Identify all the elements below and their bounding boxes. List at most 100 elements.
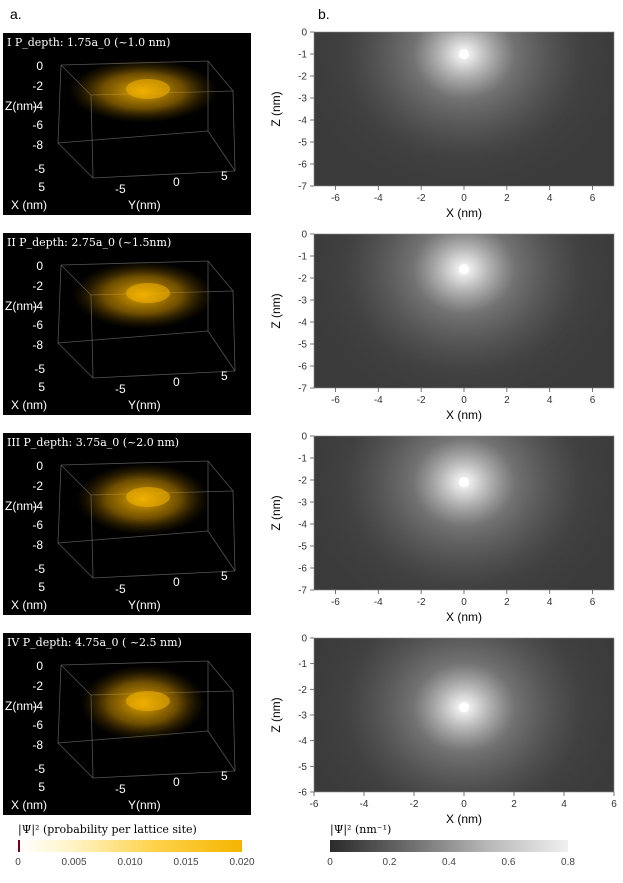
x-tick-label: -5 xyxy=(34,762,45,776)
y-tick-label: -6 xyxy=(298,362,307,373)
panel-3d-title: IV P_depth: 4.75a_0 ( ~2.5 nm) xyxy=(7,636,182,649)
panel-3d-1: 0 -2 -4 -6 -8 Z(nm) -5 5 X (nm) -5 0 5 Y(nm) I P_dept… xyxy=(3,33,251,215)
z-tick-label: -2 xyxy=(32,279,43,293)
box-edge xyxy=(207,330,236,372)
box-edge xyxy=(57,464,62,544)
x-tick-label: -2 xyxy=(417,395,426,406)
x-axis-label: X (nm) xyxy=(446,812,482,826)
y-tick-label: -3 xyxy=(298,94,307,105)
y-tick-label: -5 xyxy=(298,138,307,149)
x-tick-label: 5 xyxy=(38,580,45,594)
z-tick-label: -2 xyxy=(32,679,43,693)
panel-3d-4: 0 -2 -4 -6 -8 Z(nm) -5 5 X (nm) -5 0 5 Y(nm) IV P_dep… xyxy=(3,633,251,815)
density-core xyxy=(126,487,170,507)
z-axis-label: Z(nm) xyxy=(5,499,37,513)
colorbar-tick-label: 0.005 xyxy=(61,857,87,868)
x-tick-label: 2 xyxy=(504,395,510,406)
box-3d-plot: 0 -2 -4 -6 -8 Z(nm) -5 5 X (nm) -5 0 5 Y(nm) xyxy=(5,659,236,812)
colorbar-a-ticks: 0 0.005 0.010 0.015 0.020 xyxy=(15,857,254,871)
z-tick-label: -8 xyxy=(32,738,43,752)
x-axis-label: X (nm) xyxy=(446,206,482,220)
y-axis-label: Z (nm) xyxy=(269,495,283,530)
x-tick-label: -2 xyxy=(417,193,426,204)
x-tick-label: -6 xyxy=(331,597,340,608)
colorbar-tick-label: 0.020 xyxy=(229,857,255,868)
z-axis-label: Z(nm) xyxy=(5,299,37,313)
z-axis-label: Z(nm) xyxy=(5,699,37,713)
z-tick-label: -6 xyxy=(32,718,43,732)
box-edge xyxy=(207,60,234,92)
x-tick-label: 6 xyxy=(590,395,596,406)
density-core xyxy=(126,691,170,711)
x-tick-label: 2 xyxy=(504,597,510,608)
panel-a-label: a. xyxy=(10,6,22,22)
y-axis-label: Z (nm) xyxy=(269,697,283,732)
x-axis-label: X (nm) xyxy=(11,598,47,612)
density-glow xyxy=(314,234,614,388)
x-axis-label: X (nm) xyxy=(446,610,482,624)
x-tick-label: -6 xyxy=(331,193,340,204)
box-edge xyxy=(57,342,94,379)
y-tick-label: 0 xyxy=(173,775,180,789)
y-tick-label: -5 xyxy=(298,340,307,351)
box-edge xyxy=(57,664,62,744)
box-edge xyxy=(207,460,234,492)
x-axis-label: X (nm) xyxy=(11,398,47,412)
x-tick-label: -4 xyxy=(374,395,383,406)
colorbar-tick-label: 0.4 xyxy=(442,857,456,868)
y-tick-label: -2 xyxy=(298,476,307,487)
heatmap-panel-3: 0 -1 -2 -3 -4 -5 -6 -7 -6 -4 -2 0 2 4 6 X (nm) Z (nm) xyxy=(262,426,620,626)
y-tick-label: 5 xyxy=(221,569,228,583)
x-tick-label: -6 xyxy=(310,799,319,810)
x-tick-label: 6 xyxy=(590,597,596,608)
box-edge xyxy=(207,730,236,772)
colorbar-tick-label: 0.6 xyxy=(501,857,516,868)
z-tick-label: 0 xyxy=(36,59,43,73)
z-tick-label: 0 xyxy=(36,659,43,673)
y-tick-label: -5 xyxy=(115,182,126,196)
y-tick-label: -1 xyxy=(298,659,307,670)
x-tick-label: 5 xyxy=(38,380,45,394)
x-tick-label: 2 xyxy=(504,193,510,204)
y-tick-label: 0 xyxy=(301,634,307,645)
y-tick-label: 0 xyxy=(173,375,180,389)
y-tick-label: 0 xyxy=(301,432,307,443)
x-tick-label: 4 xyxy=(547,597,553,608)
heatmap-svg: 0 -1 -2 -3 -4 -5 -6-6 -4 -2 0 2 4 6 X (nm) Z (nm) xyxy=(269,634,617,827)
heatmap-svg: 0 -1 -2 -3 -4 -5 -6 -7 -6 -4 -2 0 2 4 6 X (nm) Z (nm) xyxy=(269,28,615,220)
z-tick-label: -4 xyxy=(32,699,43,713)
y-tick-label: -2 xyxy=(298,685,307,696)
z-tick-label: -6 xyxy=(32,518,43,532)
colorbar-a-zero-marker xyxy=(18,840,20,852)
y-tick-label: -4 xyxy=(298,736,307,747)
density-peak xyxy=(459,477,469,488)
z-tick-label: -8 xyxy=(32,338,43,352)
density-peak xyxy=(459,702,469,713)
box-edge xyxy=(57,742,94,779)
y-axis-label: Z (nm) xyxy=(269,91,283,126)
box-edge xyxy=(57,142,94,179)
z-tick-label: -2 xyxy=(32,479,43,493)
density-glow xyxy=(314,436,614,590)
y-tick-label: -3 xyxy=(298,711,307,722)
z-tick-label: -4 xyxy=(32,499,43,513)
x-tick-label: 5 xyxy=(38,780,45,794)
box-edge xyxy=(232,290,236,372)
heatmap-panel-2: 0 -1 -2 -3 -4 -5 -6 -7 -6 -4 -2 0 2 4 6 X (nm) Z (nm) xyxy=(262,224,620,424)
box-3d-plot: 0 -2 -4 -6 -8 Z(nm) -5 5 X (nm) -5 0 5 Y(nm) xyxy=(5,259,236,412)
x-tick-label: -5 xyxy=(34,162,45,176)
box-edge xyxy=(92,770,236,779)
y-tick-label: -5 xyxy=(115,582,126,596)
box-edge xyxy=(207,530,236,572)
panel-3d-3: 0 -2 -4 -6 -8 Z(nm) -5 5 X (nm) -5 0 5 Y(nm) III P_de… xyxy=(3,433,251,615)
z-tick-label: -4 xyxy=(32,299,43,313)
y-tick-label: -2 xyxy=(298,274,307,285)
y-axis-label: Y(nm) xyxy=(128,798,161,812)
y-tick-label: -7 xyxy=(298,384,307,395)
heatmap-svg: 0 -1 -2 -3 -4 -5 -6 -7 -6 -4 -2 0 2 4 6 X (nm) Z (nm) xyxy=(269,230,615,422)
x-tick-label: 0 xyxy=(461,799,467,810)
x-tick-label: 0 xyxy=(461,395,467,406)
density-core xyxy=(126,79,170,99)
x-tick-label: -4 xyxy=(360,799,369,810)
box-edge xyxy=(207,660,234,692)
